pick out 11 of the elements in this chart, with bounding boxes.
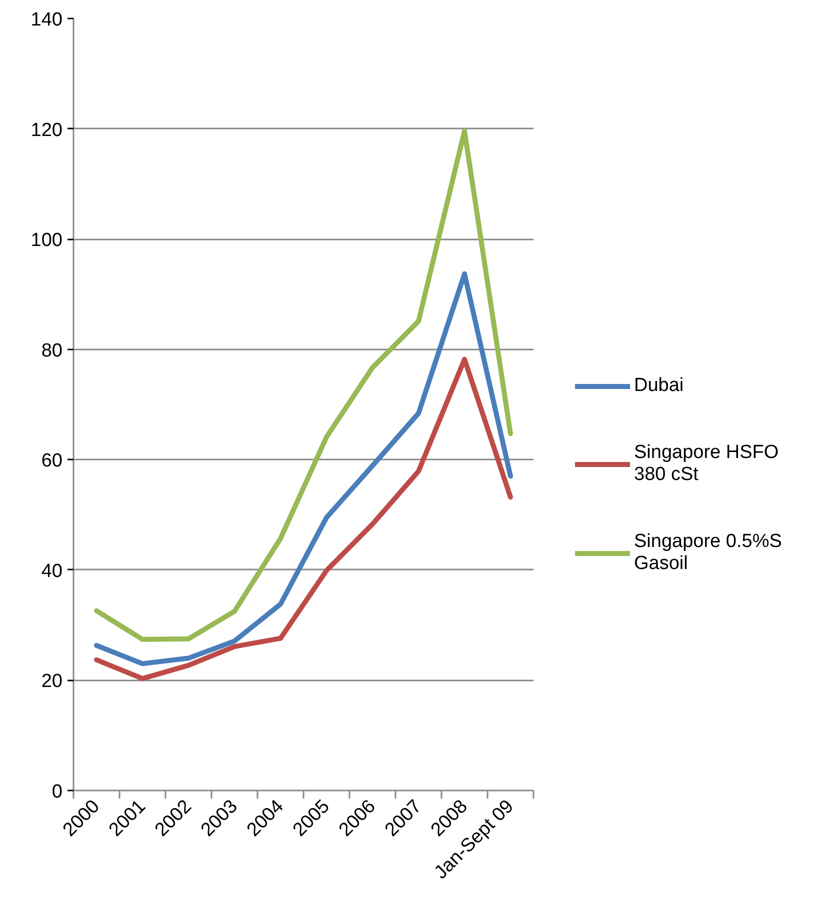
y-tick-label: 60 (41, 450, 63, 472)
legend-label: Dubai (634, 375, 684, 397)
y-tick-label: 20 (41, 671, 63, 692)
y-tick-label: 100 (30, 230, 62, 252)
y-tick-label: 120 (30, 120, 62, 141)
legend-label: Singapore 0.5%S Gasoil (634, 531, 782, 575)
y-tick-label: 0 (52, 782, 63, 802)
legend-label: Singapore HSFO 380 cSt (634, 442, 779, 486)
y-tick-label: 80 (41, 340, 63, 362)
y-tick-label: 140 (30, 10, 62, 30)
y-tick-label: 40 (41, 560, 63, 582)
